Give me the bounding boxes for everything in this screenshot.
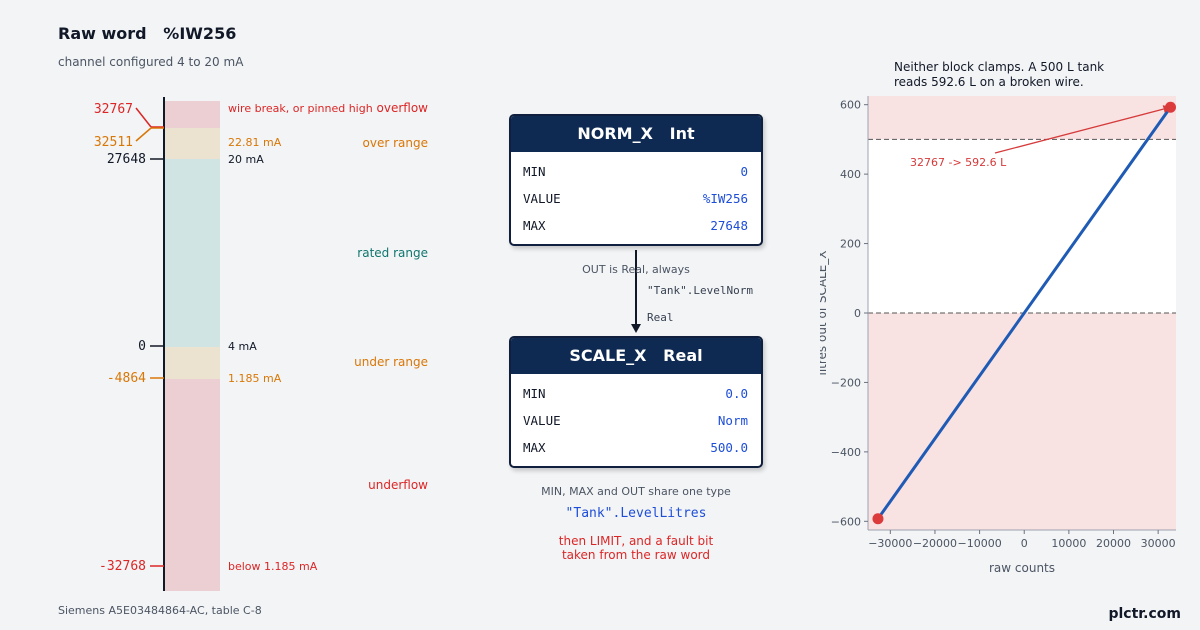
tick-label: 0 [138, 339, 146, 354]
x-tick-label: 0 [1021, 537, 1028, 550]
x-tick-label: −10000 [957, 537, 1001, 550]
param-name: MAX [523, 218, 546, 233]
norm-x-row-value: VALUE %IW256 [511, 185, 761, 212]
scale-note: 4 mA [228, 340, 257, 353]
param-name: MIN [523, 386, 546, 401]
scale-x-title: SCALE_X Real [511, 338, 761, 374]
block-connector-arrow [631, 250, 641, 333]
x-tick-label: 20000 [1096, 537, 1131, 550]
fault-shade-band [868, 96, 1176, 140]
link-tag: "Tank".LevelNorm [647, 284, 753, 297]
zone-label-overflow: overflow [377, 101, 429, 115]
fault-shade-band [868, 313, 1176, 530]
scale-x-block: SCALE_X Real MIN 0.0 VALUE Norm MAX 500.… [509, 336, 763, 468]
chart-title-line-2: reads 592.6 L on a broken wire. [894, 75, 1084, 89]
tick-label: -4864 [107, 371, 146, 386]
y-tick-label: 0 [854, 307, 861, 320]
brand-logo: plctr.com [1108, 606, 1181, 622]
x-tick-label: −30000 [868, 537, 912, 550]
tick-mark-32511 [135, 127, 152, 142]
zone-underflow-band [164, 379, 220, 591]
x-tick-label: 30000 [1141, 537, 1176, 550]
y-tick-label: 200 [840, 238, 861, 251]
scale-x-row-min: MIN 0.0 [511, 380, 761, 407]
scale-x-row-max: MAX 500.0 [511, 434, 761, 461]
annotation-arrow [994, 108, 1164, 154]
y-tick-label: 400 [840, 168, 861, 181]
out-tag: "Tank".LevelLitres [565, 506, 707, 521]
endpoint-marker [1164, 101, 1176, 113]
norm-x-title: NORM_X Int [511, 116, 761, 152]
scale-note: 20 mA [228, 153, 264, 166]
x-tick-label: 10000 [1051, 537, 1086, 550]
y-tick-label: −400 [831, 446, 861, 459]
param-name: VALUE [523, 413, 561, 428]
page-title: Raw word %IW256 [58, 24, 237, 43]
zone-label-under-range: under range [354, 355, 428, 369]
param-name: VALUE [523, 191, 561, 206]
scale-note: 22.81 mA [228, 136, 282, 149]
x-axis-label: raw counts [989, 561, 1055, 575]
chart-title-line-1: Neither block clamps. A 500 L tank [894, 60, 1104, 74]
link-type: Real [647, 311, 674, 324]
scale-series-line [876, 106, 1172, 520]
out-note: OUT is Real, always [582, 263, 690, 276]
y-tick-label: −600 [831, 515, 861, 528]
tick-label: -32768 [99, 559, 146, 574]
param-name: MAX [523, 440, 546, 455]
y-tick-label: 600 [840, 99, 861, 112]
norm-x-block: NORM_X Int MIN 0 VALUE %IW256 MAX 27648 [509, 114, 763, 246]
zone-over-range-band [164, 128, 220, 159]
zone-label-rated-range: rated range [357, 246, 428, 260]
param-value: 0 [740, 164, 748, 179]
param-value: 27648 [710, 218, 748, 233]
source-note: Siemens A5E03484864-AC, table C-8 [58, 604, 262, 617]
norm-x-row-max: MAX 27648 [511, 212, 761, 239]
param-value: 500.0 [710, 440, 748, 455]
param-value: %IW256 [702, 191, 748, 206]
param-value: 0.0 [725, 386, 748, 401]
y-tick-label: −200 [831, 376, 861, 389]
scale-note: wire break, or pinned high [228, 102, 373, 115]
param-name: MIN [523, 164, 546, 179]
tick-label: 32767 [94, 102, 133, 117]
annotation-arrowhead [1162, 105, 1171, 113]
zone-overflow-band [164, 101, 220, 128]
zone-under-range-band [164, 347, 220, 379]
y-axis-label: litres out of SCALE_X [820, 250, 829, 375]
scale-chart: −600 −400 −200 0 200 400 600 −30000 −20000 −10000… [820, 60, 1176, 575]
x-tick-label: −20000 [913, 537, 957, 550]
tick-mark-32767 [135, 107, 152, 128]
zone-label-underflow: underflow [368, 478, 428, 492]
limit-note-line-1: then LIMIT, and a fault bit [558, 534, 714, 548]
page-subtitle: channel configured 4 to 20 mA [58, 55, 244, 69]
norm-x-row-min: MIN 0 [511, 158, 761, 185]
scale-note: below 1.185 mA [228, 560, 318, 573]
raw-word-scale: 32767 32511 27648 0 -4864 -32768 wire br… [94, 97, 429, 591]
tick-label: 32511 [94, 135, 133, 150]
scale-note: 1.185 mA [228, 372, 282, 385]
tick-label: 27648 [107, 152, 146, 167]
annotation-label: 32767 -> 592.6 L [910, 156, 1007, 169]
limit-note-line-2: taken from the raw word [561, 548, 711, 562]
scale-x-row-value: VALUE Norm [511, 407, 761, 434]
param-value: Norm [717, 413, 748, 428]
endpoint-marker [872, 513, 884, 525]
zone-label-over-range: over range [363, 136, 428, 150]
zone-rated-range-band [164, 159, 220, 347]
share-type-note: MIN, MAX and OUT share one type [541, 485, 731, 498]
